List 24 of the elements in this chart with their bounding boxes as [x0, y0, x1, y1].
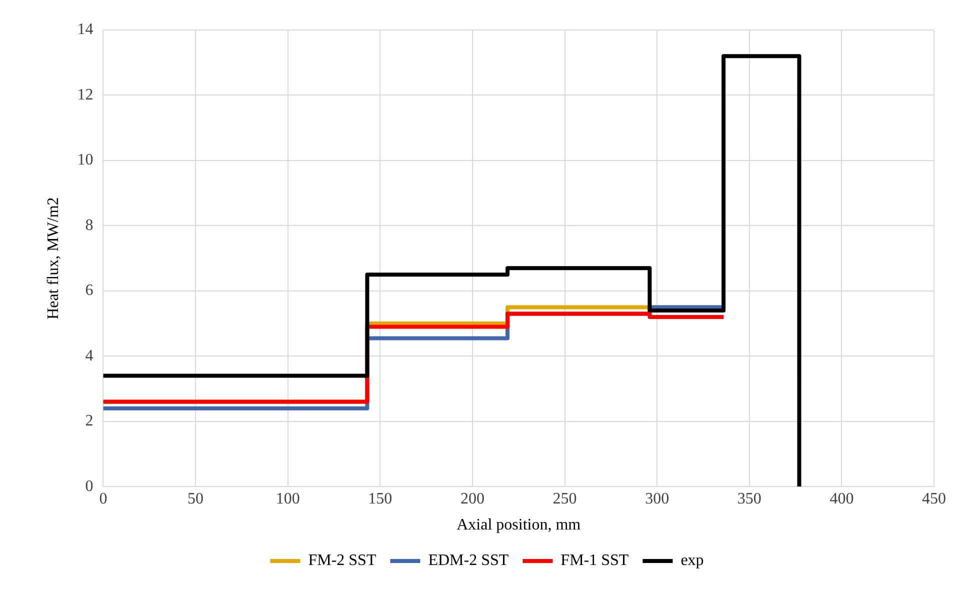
legend-label: EDM-2 SST — [428, 552, 509, 570]
y-tick-label: 10 — [77, 152, 94, 169]
x-axis-title: Axial position, mm — [456, 516, 582, 534]
x-tick-label: 400 — [830, 490, 854, 508]
y-tick-label: 14 — [77, 21, 94, 38]
y-tick-label: 6 — [85, 282, 94, 300]
y-tick-label: 4 — [85, 347, 94, 364]
x-tick-label: 0 — [99, 490, 108, 508]
legend-label: exp — [680, 552, 704, 570]
x-tick-label: 50 — [188, 490, 204, 508]
x-tick-label: 100 — [276, 490, 300, 508]
x-tick-label: 350 — [737, 490, 762, 508]
legend-label: FM-1 SST — [560, 552, 629, 570]
x-tick-label: 150 — [368, 490, 392, 508]
x-tick-label: 200 — [460, 490, 484, 508]
y-tick-label: 0 — [85, 478, 94, 495]
x-tick-label: 300 — [645, 490, 670, 508]
y-tick-label: 2 — [85, 412, 94, 430]
y-axis-title: Heat flux, MW/m2 — [44, 197, 62, 320]
y-tick-label: 12 — [77, 86, 94, 104]
y-tick-label: 8 — [85, 216, 94, 234]
x-tick-label: 250 — [552, 490, 577, 508]
legend-label: FM-2 SST — [308, 552, 376, 570]
x-tick-label: 450 — [922, 490, 946, 508]
